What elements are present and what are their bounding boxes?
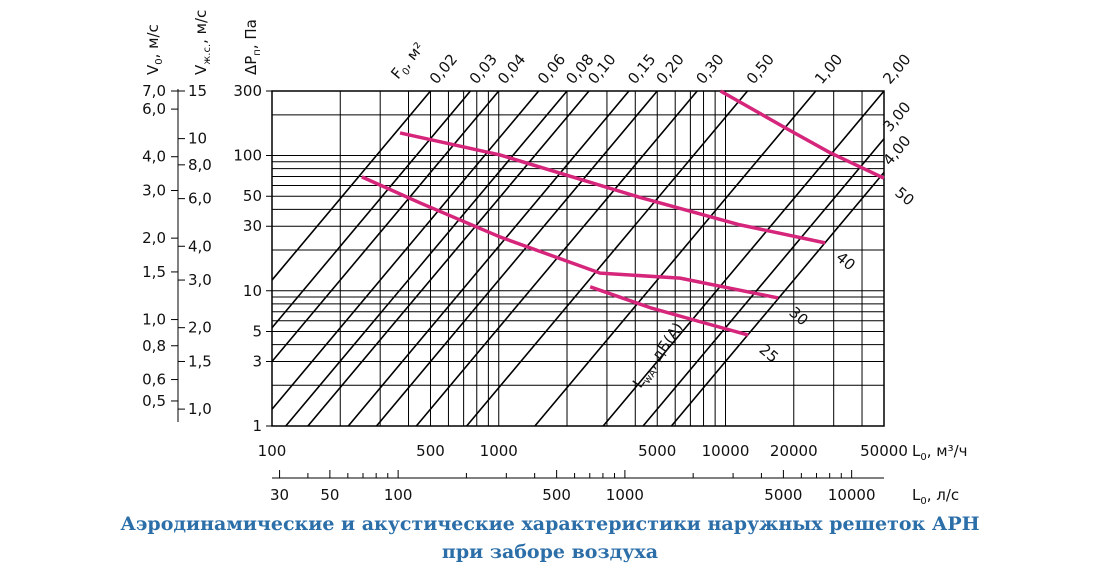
noise-curve: [399, 131, 826, 245]
noise-curve: [589, 285, 749, 337]
velocity-tick-label: 1,0: [142, 311, 166, 329]
x-axis-title-rest: , м³/ч: [927, 442, 968, 460]
velocity-tick-label: 2,0: [142, 229, 166, 247]
x2-axis-title-rest: , л/с: [927, 486, 959, 504]
plot-frame: [271, 90, 885, 427]
x-axis-title: L0, м³/ч: [912, 442, 968, 463]
noise-curve: [361, 175, 779, 300]
x-axis-title-main: L: [912, 442, 921, 460]
f-line: [271, 90, 472, 329]
f-line-label: 0,20: [653, 50, 688, 87]
velocity-tick-label: 3,0: [142, 182, 166, 200]
x2-axis-title: L0, л/с: [912, 486, 959, 507]
x2-axis-title-sub: 0: [920, 496, 926, 507]
y-axis-title-rest: , Па: [242, 19, 260, 49]
velocity-tick-label: 4,0: [142, 148, 166, 166]
velocity-tick-label: 8,0: [188, 156, 212, 174]
curves-title-rest: , дБ(А): [642, 319, 687, 372]
velocity-tick-label: 0,6: [142, 371, 166, 389]
f-line-label: 2,00: [879, 50, 914, 87]
velocity-axis-title: Vж.с., м/с: [192, 10, 213, 75]
y-tick-label: 5: [252, 322, 262, 340]
x-tick-label: 10000: [702, 442, 750, 460]
velocity-axis-title-main: V: [192, 64, 210, 75]
f-line: [347, 90, 630, 427]
velocity-tick-label: 4,0: [188, 237, 212, 255]
f-line-label: 0,03: [466, 50, 501, 87]
f-line: [602, 90, 885, 427]
velocity-axis-title-rest: , м/с: [192, 10, 210, 44]
x-axis-title-sub: 0: [920, 452, 926, 463]
x2-tick-label: 100: [384, 486, 413, 504]
y-axis-title: ΔPп, Па: [242, 19, 263, 75]
velocity-tick-label: 1,0: [188, 400, 212, 418]
chart-title: при заборе воздуха: [442, 541, 658, 563]
x2-tick-label: 50: [320, 486, 339, 504]
curve-label: 40: [833, 248, 859, 274]
x-tick-label: 100: [258, 442, 287, 460]
f-line: [307, 90, 590, 427]
velocity-tick-label: 2,0: [188, 319, 212, 337]
f-line-label: 0,04: [494, 50, 529, 87]
x-tick-label: 20000: [770, 442, 818, 460]
y-tick-label: 3: [252, 352, 262, 370]
velocity-tick-label: 7,0: [142, 82, 166, 100]
velocity-axis-title-sub: ж.с.: [202, 44, 213, 65]
curve-label: 30: [786, 303, 812, 329]
velocity-axis-title-rest: , м/с: [144, 24, 162, 58]
f-lines-title-sub: 0: [400, 66, 413, 78]
x2-tick-label: 500: [542, 486, 571, 504]
velocity-tick-label: 15: [188, 82, 207, 100]
velocity-tick-label: 3,0: [188, 271, 212, 289]
velocity-tick-label: 0,8: [142, 337, 166, 355]
velocity-tick-label: 6,0: [142, 100, 166, 118]
f-line-label: 0,30: [692, 50, 727, 87]
x2-tick-label: 1000: [606, 486, 644, 504]
velocity-axis-title-main: V: [144, 64, 162, 75]
y-tick-label: 1: [252, 417, 262, 435]
velocity-tick-label: 1,5: [188, 352, 212, 370]
x2-tick-label: 5000: [764, 486, 802, 504]
f-line-label: 0,50: [743, 50, 778, 87]
f-line: [271, 90, 540, 410]
f-line: [285, 90, 568, 427]
x2-tick-label: 10000: [828, 486, 876, 504]
x2-tick-label: 30: [270, 486, 289, 504]
y-tick-label: 30: [243, 217, 262, 235]
x-tick-label: 50000: [860, 442, 908, 460]
f-line-label: 0,02: [426, 50, 461, 87]
y-tick-label: 10: [243, 282, 262, 300]
y-tick-label: 50: [243, 187, 262, 205]
velocity-tick-label: 0,5: [142, 392, 166, 410]
f-line: [271, 90, 432, 281]
f-line: [534, 90, 817, 427]
velocity-tick-label: 6,0: [188, 190, 212, 208]
f-line-label: 1,00: [811, 50, 846, 87]
f-lines-title: F0, м²: [387, 39, 430, 85]
velocity-axis-title-sub: 0: [154, 58, 165, 64]
f-line: [375, 90, 658, 427]
chart-title: Аэродинамические и акустические характер…: [120, 513, 979, 535]
x-tick-label: 5000: [638, 442, 676, 460]
y-axis-title-sub: п: [252, 49, 263, 56]
f-line: [642, 138, 885, 427]
f-line: [466, 90, 749, 427]
y-tick-label: 300: [233, 82, 262, 100]
curve-label: 50: [891, 183, 917, 209]
x2-axis-title-main: L: [912, 486, 921, 504]
x-tick-label: 500: [416, 442, 445, 460]
x-tick-label: 1000: [480, 442, 518, 460]
f-lines-title-rest: , м²: [397, 39, 428, 71]
f-line-label: 0,15: [624, 50, 659, 87]
f-line: [271, 90, 500, 362]
f-line-label: 0,06: [534, 50, 569, 87]
velocity-tick-label: 10: [188, 130, 207, 148]
velocity-tick-label: 1,5: [142, 263, 166, 281]
y-axis-title-main: ΔP: [242, 56, 260, 75]
noise-curve: [719, 89, 885, 180]
velocity-axis-title: V0, м/с: [144, 24, 165, 75]
y-tick-label: 100: [233, 147, 262, 165]
